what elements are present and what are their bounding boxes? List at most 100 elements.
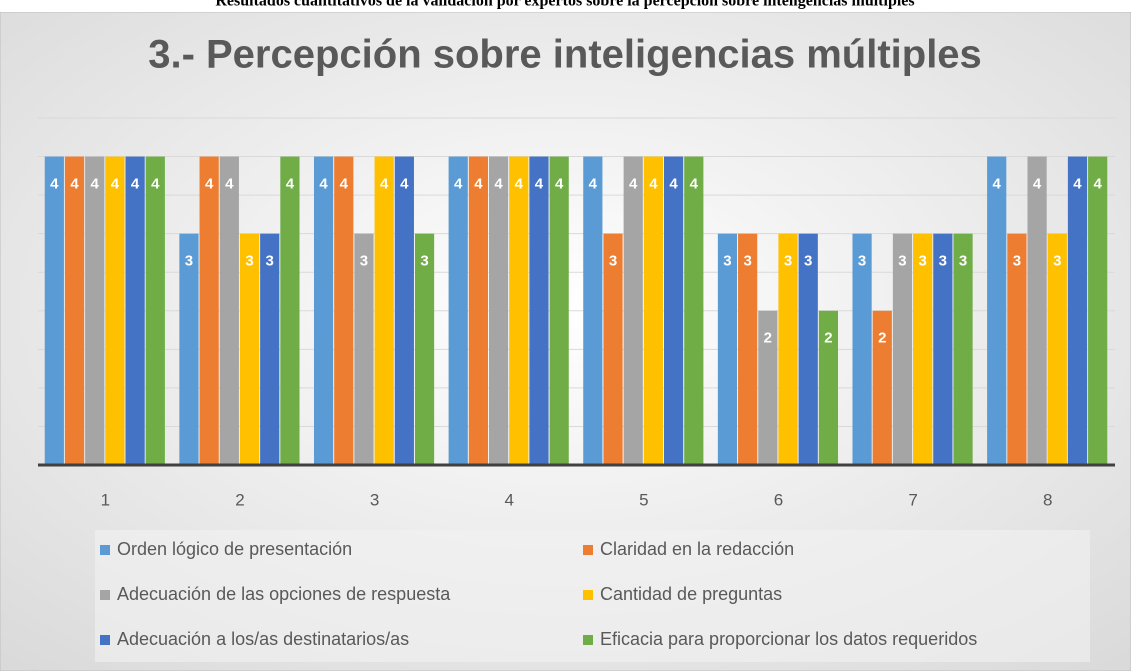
bar xyxy=(219,156,239,466)
bar xyxy=(509,156,529,466)
data-label: 4 xyxy=(690,176,699,193)
bar xyxy=(892,233,913,465)
data-label: 2 xyxy=(764,330,772,347)
bar xyxy=(872,310,892,465)
data-label: 4 xyxy=(474,176,483,193)
data-label: 4 xyxy=(50,176,59,193)
bar xyxy=(44,156,64,466)
legend-label: Orden lógico de presentación xyxy=(117,539,352,559)
bar xyxy=(852,233,872,465)
data-label: 3 xyxy=(918,253,926,270)
data-label: 4 xyxy=(494,176,503,193)
bar xyxy=(529,156,549,466)
bar xyxy=(354,233,374,465)
data-label: 3 xyxy=(804,253,812,270)
data-label: 3 xyxy=(784,253,792,270)
data-label: 4 xyxy=(131,176,140,193)
legend-label: Claridad en la redacción xyxy=(600,539,794,559)
x-tick-label: 3 xyxy=(370,490,379,509)
caption-strip xyxy=(0,0,1131,12)
bar xyxy=(448,156,468,466)
data-label: 3 xyxy=(266,253,274,270)
bar xyxy=(798,233,818,465)
data-label: 4 xyxy=(111,176,120,193)
data-label: 4 xyxy=(993,176,1002,193)
bar xyxy=(664,156,684,466)
bar xyxy=(818,310,839,465)
data-label: 4 xyxy=(286,176,295,193)
bar xyxy=(1007,233,1027,465)
bar xyxy=(643,156,664,466)
bar xyxy=(260,233,280,465)
data-label: 4 xyxy=(535,176,544,193)
legend-label: Cantidad de preguntas xyxy=(600,584,782,604)
data-label: 3 xyxy=(1053,253,1061,270)
bar xyxy=(738,233,758,465)
bar xyxy=(280,156,300,466)
data-label: 4 xyxy=(1073,176,1082,193)
data-label: 4 xyxy=(454,176,463,193)
x-tick-label: 5 xyxy=(639,490,648,509)
legend-swatch xyxy=(100,635,110,645)
x-tick-label: 2 xyxy=(235,490,244,509)
data-label: 4 xyxy=(151,176,160,193)
data-label: 3 xyxy=(959,253,967,270)
bar xyxy=(684,156,704,466)
bar xyxy=(313,156,334,466)
bar xyxy=(105,156,125,466)
data-label: 3 xyxy=(360,253,368,270)
bar xyxy=(778,233,798,465)
bar xyxy=(913,233,933,465)
data-label: 2 xyxy=(878,330,886,347)
data-label: 4 xyxy=(515,176,524,193)
bar xyxy=(199,156,219,466)
data-label: 2 xyxy=(824,330,832,347)
bar xyxy=(933,233,953,465)
data-label: 4 xyxy=(1033,176,1042,193)
bar xyxy=(583,156,603,466)
data-label: 3 xyxy=(743,253,751,270)
data-label: 4 xyxy=(589,176,598,193)
bar xyxy=(125,156,145,466)
bar xyxy=(987,156,1007,466)
data-label: 4 xyxy=(649,176,658,193)
data-label: 3 xyxy=(420,253,428,270)
data-label: 3 xyxy=(723,253,731,270)
data-label: 3 xyxy=(939,253,947,270)
data-label: 4 xyxy=(555,176,564,193)
legend-label: Adecuación a los/as destinatarios/as xyxy=(117,629,409,649)
data-label: 3 xyxy=(1013,253,1021,270)
data-label: 4 xyxy=(205,176,214,193)
data-label: 3 xyxy=(609,253,617,270)
x-tick-label: 6 xyxy=(774,490,783,509)
legend-swatch xyxy=(583,545,593,555)
bar xyxy=(145,156,165,466)
data-label: 3 xyxy=(185,253,193,270)
x-tick-label: 4 xyxy=(504,490,513,509)
data-label: 3 xyxy=(898,253,906,270)
data-label: 4 xyxy=(1094,176,1103,193)
bar xyxy=(374,156,394,466)
legend-swatch xyxy=(583,590,593,600)
bar xyxy=(394,156,414,466)
bar xyxy=(953,233,973,465)
legend-swatch xyxy=(100,590,110,600)
data-label: 4 xyxy=(400,176,409,193)
data-label: 3 xyxy=(858,253,866,270)
bar xyxy=(64,156,85,466)
data-label: 4 xyxy=(91,176,100,193)
data-label: 4 xyxy=(70,176,79,193)
data-label: 4 xyxy=(319,176,328,193)
x-tick-label: 1 xyxy=(101,490,110,509)
legend-swatch xyxy=(583,635,593,645)
bar xyxy=(623,156,643,466)
bar xyxy=(85,156,105,466)
bar xyxy=(1027,156,1047,466)
legend-label: Eficacia para proporcionar los datos req… xyxy=(600,629,977,649)
data-label: 3 xyxy=(245,253,253,270)
bar xyxy=(549,156,569,466)
bar xyxy=(1067,156,1088,466)
x-tick-label: 7 xyxy=(908,490,917,509)
bar xyxy=(468,156,488,466)
